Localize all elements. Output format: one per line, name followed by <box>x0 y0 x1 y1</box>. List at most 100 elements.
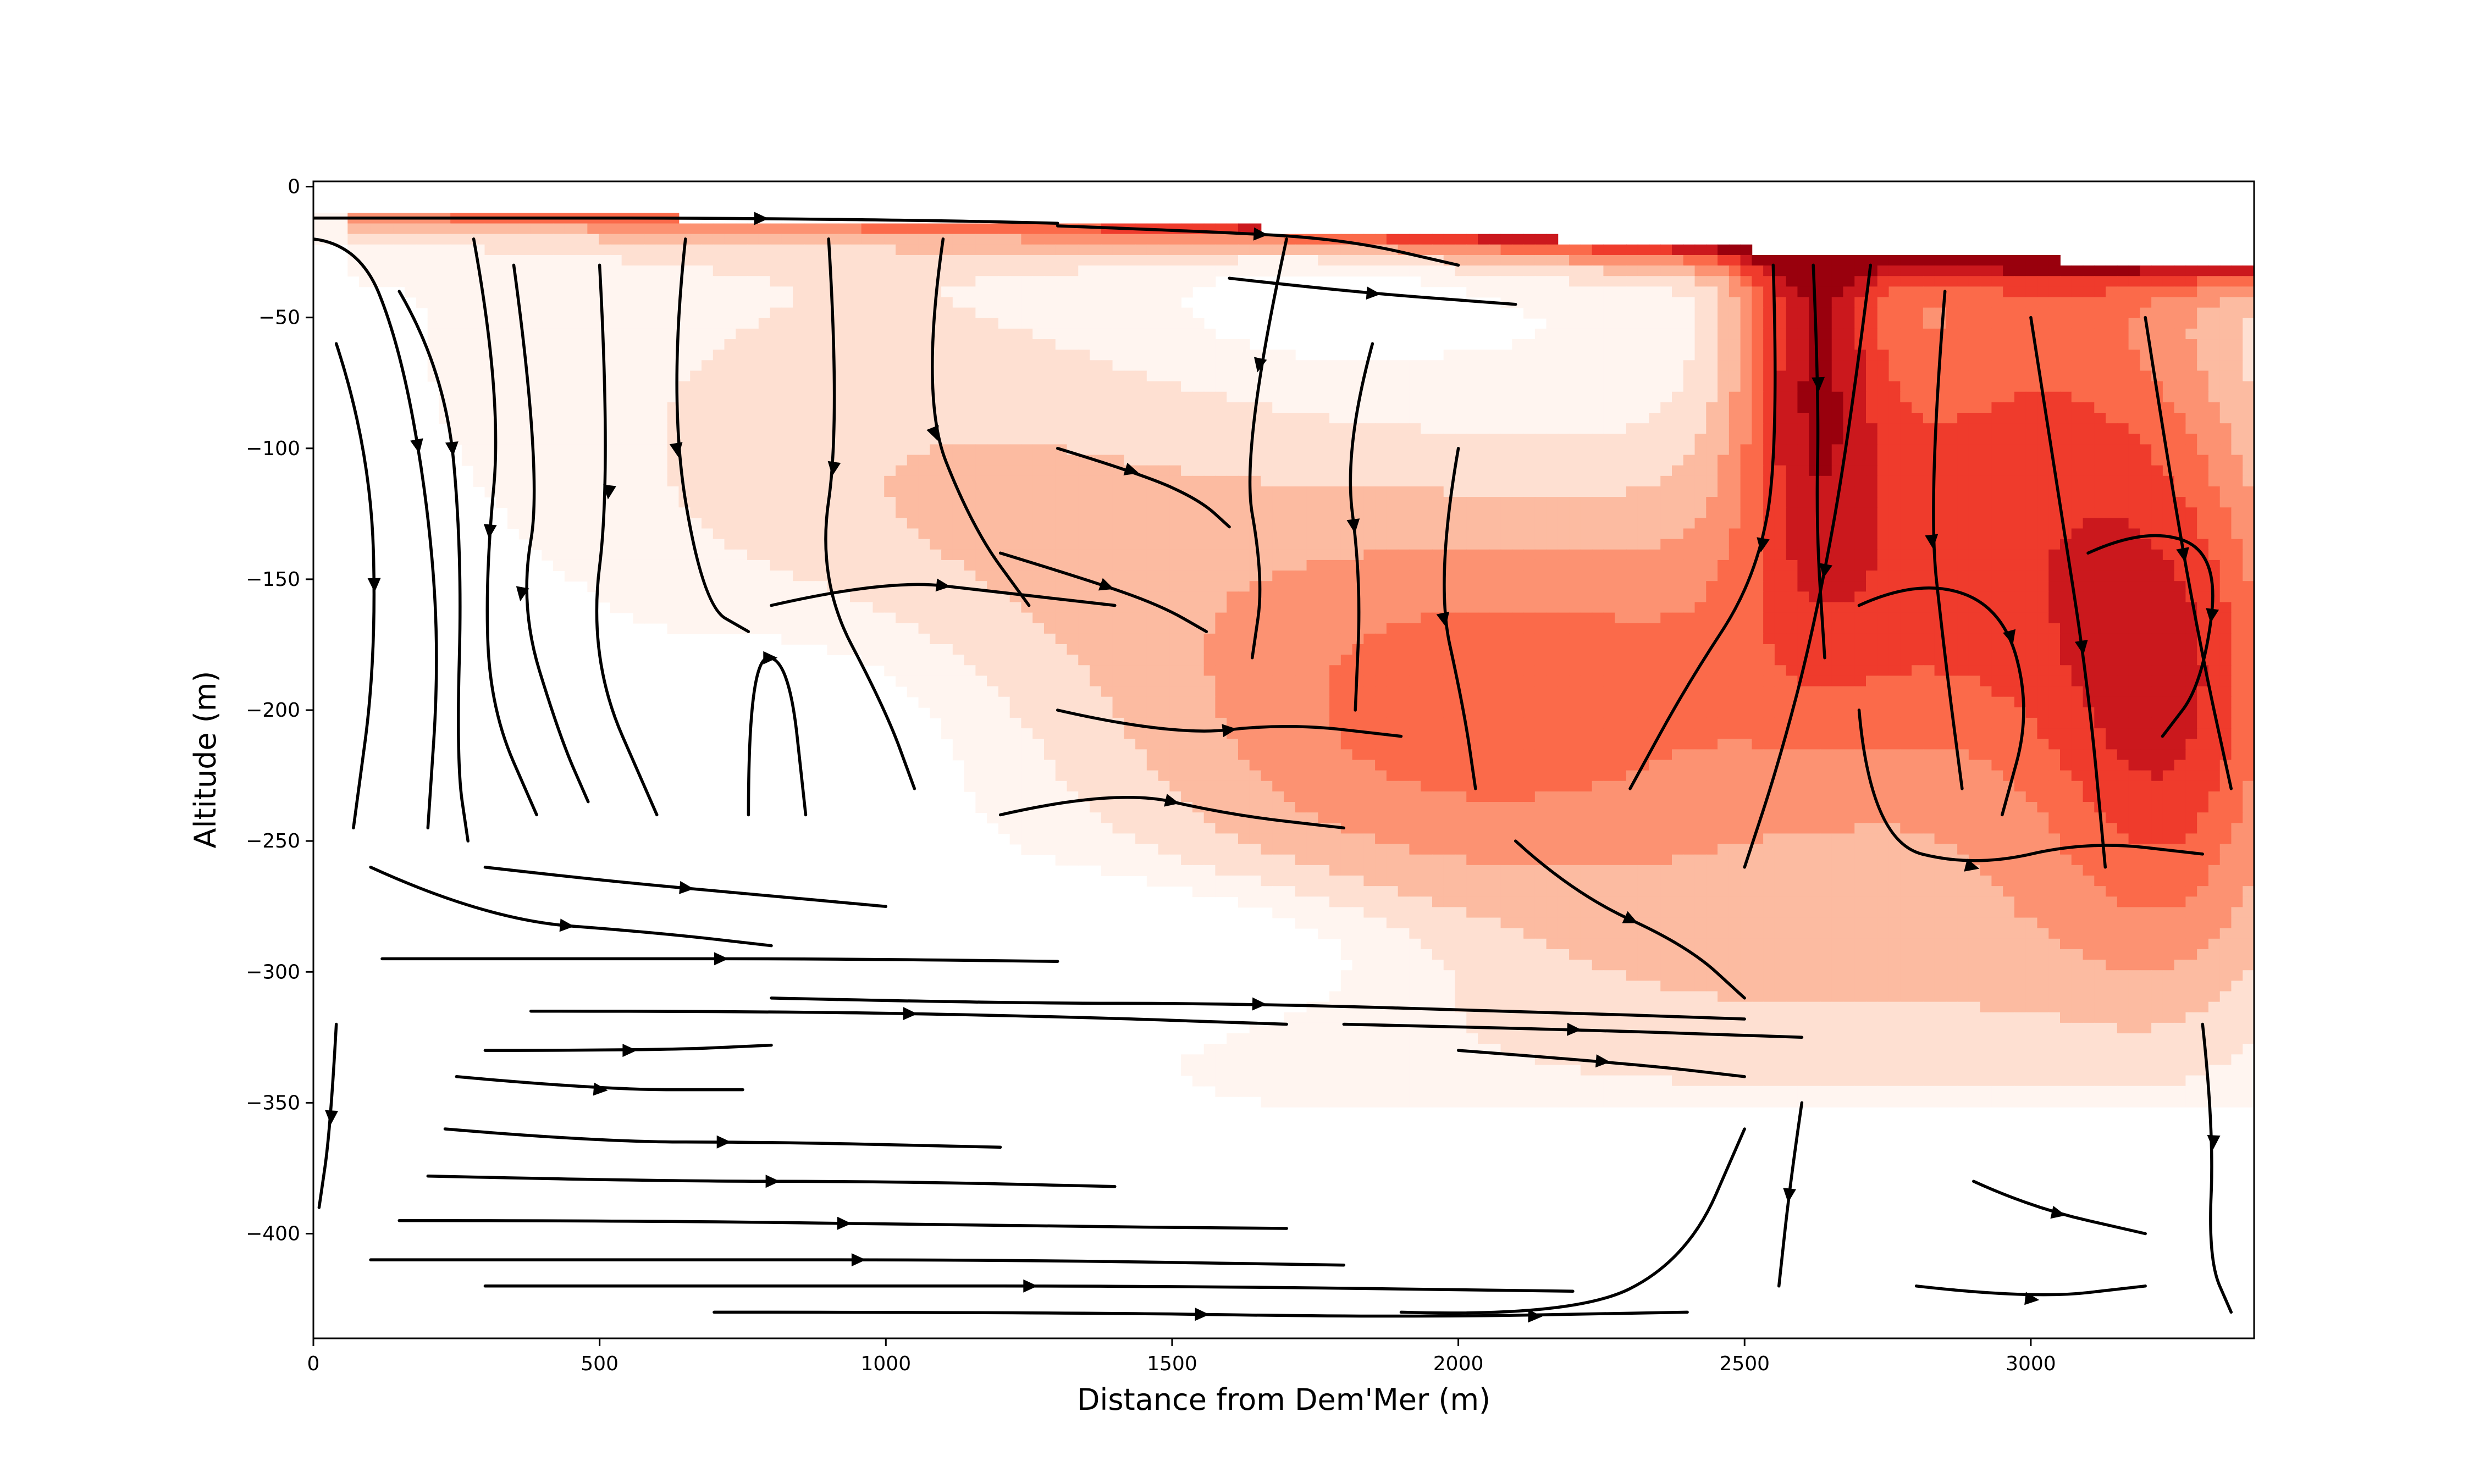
field-cell <box>1706 328 1718 340</box>
field-cell <box>964 254 976 266</box>
field-cell <box>1774 328 1787 340</box>
field-cell <box>542 549 554 561</box>
field-cell <box>1534 528 1547 540</box>
field-cell <box>1980 465 1992 477</box>
field-cell <box>667 234 680 245</box>
field-cell <box>2128 507 2141 519</box>
field-cell <box>564 486 577 497</box>
field-cell <box>1329 370 1341 382</box>
field-cell <box>2128 402 2141 413</box>
field-cell <box>1101 539 1113 550</box>
field-cell <box>1820 318 1832 329</box>
field-cell <box>1032 413 1045 424</box>
field-cell <box>1820 413 1832 424</box>
field-cell <box>1455 434 1467 445</box>
field-cell <box>884 486 896 497</box>
field-cell <box>1558 475 1570 487</box>
field-cell <box>1352 265 1365 277</box>
field-cell <box>884 560 896 571</box>
field-cell <box>1534 539 1547 550</box>
field-cell <box>1763 350 1775 361</box>
field-cell <box>2003 381 2015 392</box>
field-cell <box>1272 244 1284 256</box>
field-cell <box>2106 475 2118 487</box>
field-cell <box>1603 444 1616 456</box>
field-cell <box>872 276 885 287</box>
field-cell <box>1284 265 1296 277</box>
field-cell <box>1660 328 1672 340</box>
field-cell <box>1169 297 1182 308</box>
field-cell <box>1124 560 1136 571</box>
field-cell <box>1888 549 1901 561</box>
field-cell <box>1694 465 1707 477</box>
field-cell <box>1067 339 1079 351</box>
field-cell <box>507 486 520 497</box>
field-cell <box>1774 560 1787 571</box>
field-cell <box>770 455 782 466</box>
field-cell <box>1158 297 1170 308</box>
field-cell <box>1421 486 1433 497</box>
field-cell <box>461 286 474 298</box>
field-cell <box>1820 328 1832 340</box>
field-cell <box>564 297 577 308</box>
field-cell <box>952 571 965 582</box>
field-cell <box>439 254 451 266</box>
field-cell <box>1284 350 1296 361</box>
field-cell <box>2128 475 2141 487</box>
field-cell <box>1009 360 1022 372</box>
field-cell <box>633 350 645 361</box>
field-cell <box>941 571 953 582</box>
field-cell <box>1637 391 1650 403</box>
field-cell <box>1009 507 1022 519</box>
field-cell <box>1306 244 1319 256</box>
field-cell <box>1158 276 1170 287</box>
field-cell <box>542 276 554 287</box>
field-cell <box>838 497 851 508</box>
field-cell <box>1763 339 1775 351</box>
field-cell <box>1478 286 1490 298</box>
field-cell <box>1603 370 1616 382</box>
field-cell <box>1957 350 1969 361</box>
field-cell <box>702 254 714 266</box>
field-cell <box>1090 518 1102 529</box>
field-cell <box>347 265 360 277</box>
field-cell <box>1694 434 1707 445</box>
field-cell <box>1603 549 1616 561</box>
field-cell <box>496 465 508 477</box>
field-cell <box>1181 276 1193 287</box>
field-cell <box>702 571 714 582</box>
field-cell <box>1124 381 1136 392</box>
field-cell <box>1055 497 1068 508</box>
field-cell <box>1934 276 1947 287</box>
field-cell <box>1306 486 1319 497</box>
field-cell <box>1615 497 1627 508</box>
field-cell <box>1421 549 1433 561</box>
field-cell <box>1718 528 1730 540</box>
field-cell <box>1854 254 1866 266</box>
field-cell <box>758 339 771 351</box>
field-cell <box>952 244 965 256</box>
field-cell <box>1683 455 1696 466</box>
field-cell <box>2094 497 2106 508</box>
field-cell <box>1181 244 1193 256</box>
field-cell <box>2060 486 2072 497</box>
field-cell <box>1991 350 2004 361</box>
field-cell <box>610 244 622 256</box>
field-cell <box>1546 571 1559 582</box>
field-cell <box>2071 328 2084 340</box>
field-cell <box>1923 318 1935 329</box>
field-cell <box>758 297 771 308</box>
field-cell <box>1968 486 1981 497</box>
field-cell <box>1626 497 1638 508</box>
field-cell <box>1672 350 1684 361</box>
field-cell <box>1055 339 1068 351</box>
field-cell <box>1866 402 1878 413</box>
field-cell <box>1546 254 1559 266</box>
field-cell <box>1101 423 1113 435</box>
field-cell <box>793 307 805 319</box>
field-cell <box>507 254 520 266</box>
field-cell <box>1215 360 1228 372</box>
field-cell <box>1192 475 1205 487</box>
field-cell <box>576 507 588 519</box>
field-cell <box>1820 455 1832 466</box>
